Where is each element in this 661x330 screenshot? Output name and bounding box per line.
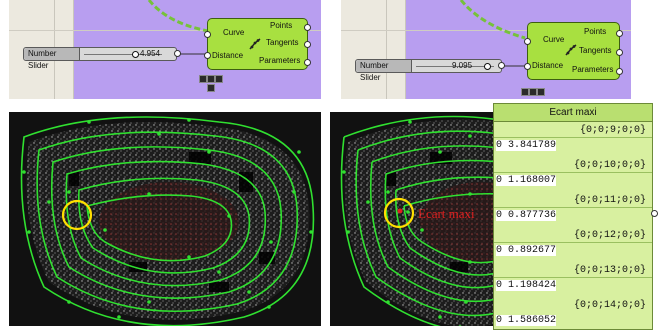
divide-icon [249, 38, 261, 50]
row-separator [494, 172, 652, 173]
option-button[interactable] [199, 75, 207, 83]
row-separator [494, 277, 652, 278]
number-slider[interactable]: Number Slider 4.954 [23, 47, 177, 70]
right-canvas[interactable]: Number Slider 9.095 Curve Distance Point… [341, 0, 631, 99]
item-index: 0 [496, 210, 503, 221]
input-curve: Curve [543, 35, 565, 44]
right-viewport[interactable]: Ecart maxi [330, 112, 494, 326]
data-path: {0;0;10;0;0} [573, 160, 646, 171]
wire [459, 0, 527, 67]
output-port-parameters[interactable] [616, 68, 623, 75]
left-viewport[interactable] [9, 112, 321, 326]
panel-row: {0;0;11;0;0} 0 0.877736 [494, 192, 652, 227]
item-value: 3.841789 [508, 140, 557, 151]
data-path: {0;0;9;0;0} [579, 125, 646, 136]
output-port-points[interactable] [616, 30, 623, 37]
input-port-distance[interactable] [524, 63, 531, 70]
input-port-curve[interactable] [524, 38, 531, 45]
slider-track[interactable] [84, 54, 162, 55]
output-parameters: Parameters [572, 65, 614, 74]
input-port-curve[interactable] [204, 31, 211, 38]
slider-track[interactable] [416, 66, 494, 67]
row-separator [494, 137, 652, 138]
item-value: 1.586052 [508, 315, 557, 326]
panel-value: 0 3.841789 [496, 140, 557, 151]
panel-row: {0;0;9;0;0} 0 3.841789 [494, 122, 652, 157]
panel-value: 0 1.168007 [496, 175, 557, 186]
point-cloud-image [9, 112, 321, 326]
panel-value: 0 1.586052 [496, 315, 557, 326]
row-separator [494, 242, 652, 243]
input-curve: Curve [223, 28, 245, 37]
highlight-circle [61, 199, 93, 231]
divide-icon [565, 44, 577, 56]
divide-component[interactable]: Curve Distance Points Tangents Parameter… [524, 22, 623, 80]
panel-value: 0 0.877736 [496, 210, 557, 221]
output-port-tangents[interactable] [304, 41, 311, 48]
panel-row: {0;0;13;0;0} 0 1.198424 [494, 262, 652, 297]
item-index: 0 [496, 245, 503, 256]
item-value: 1.198424 [508, 280, 557, 291]
panel-value: 0 0.892677 [496, 245, 557, 256]
slider-output-port[interactable] [498, 62, 505, 69]
item-index: 0 [496, 280, 503, 291]
option-button[interactable] [529, 88, 537, 96]
option-button[interactable] [537, 88, 545, 96]
slider-knob[interactable] [484, 63, 491, 70]
option-button[interactable] [521, 88, 529, 96]
output-points: Points [584, 27, 607, 36]
item-index: 0 [496, 140, 503, 151]
output-tangents: Tangents [579, 46, 612, 55]
slider-label: Number Slider [356, 60, 412, 82]
item-index: 0 [496, 315, 503, 326]
panel-output-port[interactable] [651, 210, 658, 217]
ecart-maxi-annotation: Ecart maxi [418, 206, 475, 221]
highlight-circle [383, 197, 415, 229]
output-port-tangents[interactable] [616, 49, 623, 56]
panel-row: {0;0;14;0;0} 0 1.586052 [494, 297, 652, 329]
wire [147, 0, 215, 55]
data-path: {0;0;11;0;0} [573, 195, 646, 206]
panel-title: Ecart maxi [494, 104, 652, 122]
output-tangents: Tangents [266, 38, 299, 47]
left-canvas[interactable]: Number Slider 4.954 Curve Distance Point… [9, 0, 321, 99]
input-distance: Distance [212, 51, 244, 60]
row-separator [494, 207, 652, 208]
item-value: 0.892677 [508, 245, 557, 256]
item-value: 1.168007 [508, 175, 557, 186]
item-value: 0.877736 [508, 210, 557, 221]
option-button[interactable] [207, 84, 215, 92]
option-button[interactable] [215, 75, 223, 83]
input-port-distance[interactable] [204, 52, 211, 59]
number-slider[interactable]: Number Slider 9.095 [355, 59, 502, 82]
data-path: {0;0;14;0;0} [573, 300, 646, 311]
panel-value: 0 1.198424 [496, 280, 557, 291]
output-port-parameters[interactable] [304, 59, 311, 66]
output-parameters: Parameters [259, 56, 301, 65]
output-points: Points [270, 21, 293, 30]
data-path: {0;0;13;0;0} [573, 265, 646, 276]
slider-output-port[interactable] [174, 50, 181, 57]
slider-label: Number Slider [24, 48, 80, 70]
ecart-maxi-panel[interactable]: Ecart maxi {0;0;9;0;0} 0 3.841789 {0;0;10;… [493, 103, 653, 330]
slider-value: 9.095 [452, 61, 473, 70]
input-distance: Distance [532, 61, 564, 70]
item-index: 0 [496, 175, 503, 186]
panel-row: {0;0;12;0;0} 0 0.892677 [494, 227, 652, 262]
output-port-points[interactable] [304, 24, 311, 31]
point-cloud-image [330, 112, 494, 326]
panel-row: {0;0;10;0;0} 0 1.168007 [494, 157, 652, 192]
slider-value: 4.954 [140, 49, 161, 58]
slider-knob[interactable] [132, 51, 139, 58]
divide-component[interactable]: Curve Distance Points Tangents Parameter… [204, 18, 311, 70]
option-button[interactable] [207, 75, 215, 83]
data-path: {0;0;12;0;0} [573, 230, 646, 241]
